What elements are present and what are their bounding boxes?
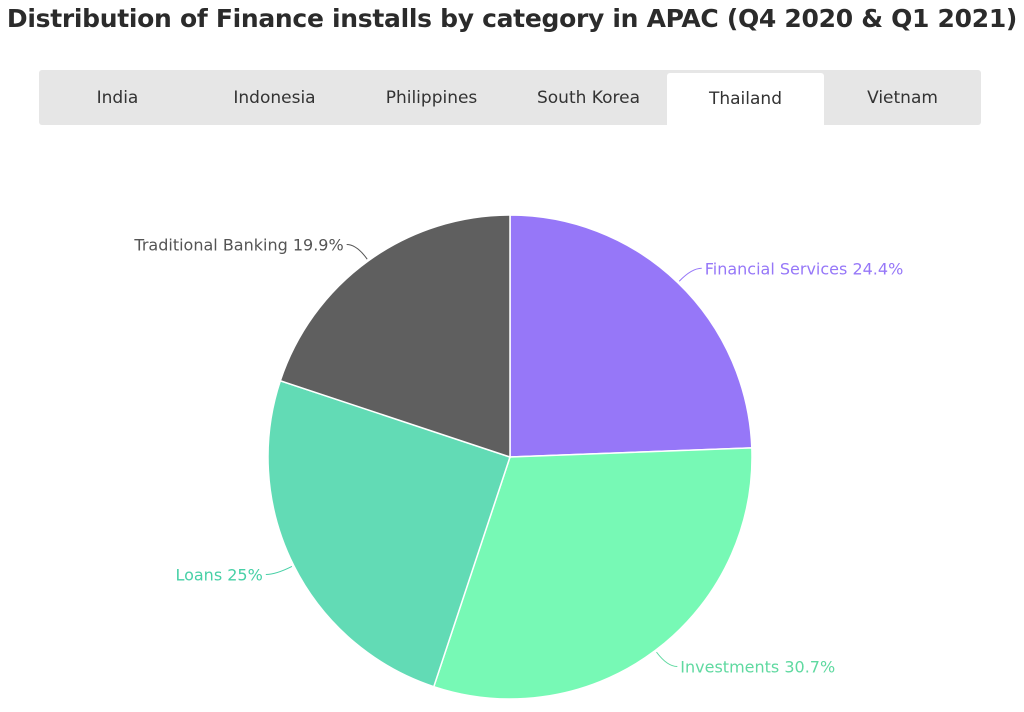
leader-line-traditional-banking xyxy=(346,244,368,260)
tab-label: Vietnam xyxy=(867,87,938,108)
tab-philippines[interactable]: Philippines xyxy=(353,70,510,125)
tab-vietnam[interactable]: Vietnam xyxy=(824,70,981,125)
tab-south-korea[interactable]: South Korea xyxy=(510,70,667,125)
pie-slice-financial-services[interactable] xyxy=(509,214,753,458)
tab-label: South Korea xyxy=(536,87,640,108)
pie-chart: Financial Services 24.4% Investments 30.7… xyxy=(133,214,904,700)
pie-slice-investments[interactable] xyxy=(432,447,753,700)
slice-label-financial-services: Financial Services 24.4% xyxy=(705,259,904,278)
tab-thailand[interactable]: Thailand xyxy=(667,73,824,125)
tab-label: Thailand xyxy=(708,89,782,109)
slice-label-traditional-banking: Traditional Banking 19.9% xyxy=(133,236,343,255)
leader-line-financial-services xyxy=(678,267,702,282)
tab-india[interactable]: India xyxy=(39,70,196,125)
pie-slice-loans[interactable] xyxy=(267,379,511,688)
country-tabs: India Indonesia Philippines South Korea … xyxy=(39,70,981,125)
slice-label-investments: Investments 30.7% xyxy=(680,658,835,677)
chart-title: Distribution of Finance installs by cate… xyxy=(6,4,1018,33)
pie-slice-traditional-banking[interactable] xyxy=(279,214,511,459)
leader-line-loans xyxy=(265,565,293,575)
tab-label: Philippines xyxy=(385,87,478,108)
tab-indonesia[interactable]: Indonesia xyxy=(196,70,353,125)
tab-label: Indonesia xyxy=(233,87,316,108)
leader-line-investments xyxy=(656,651,678,668)
tab-label: India xyxy=(96,87,139,108)
slice-label-loans: Loans 25% xyxy=(175,565,262,584)
